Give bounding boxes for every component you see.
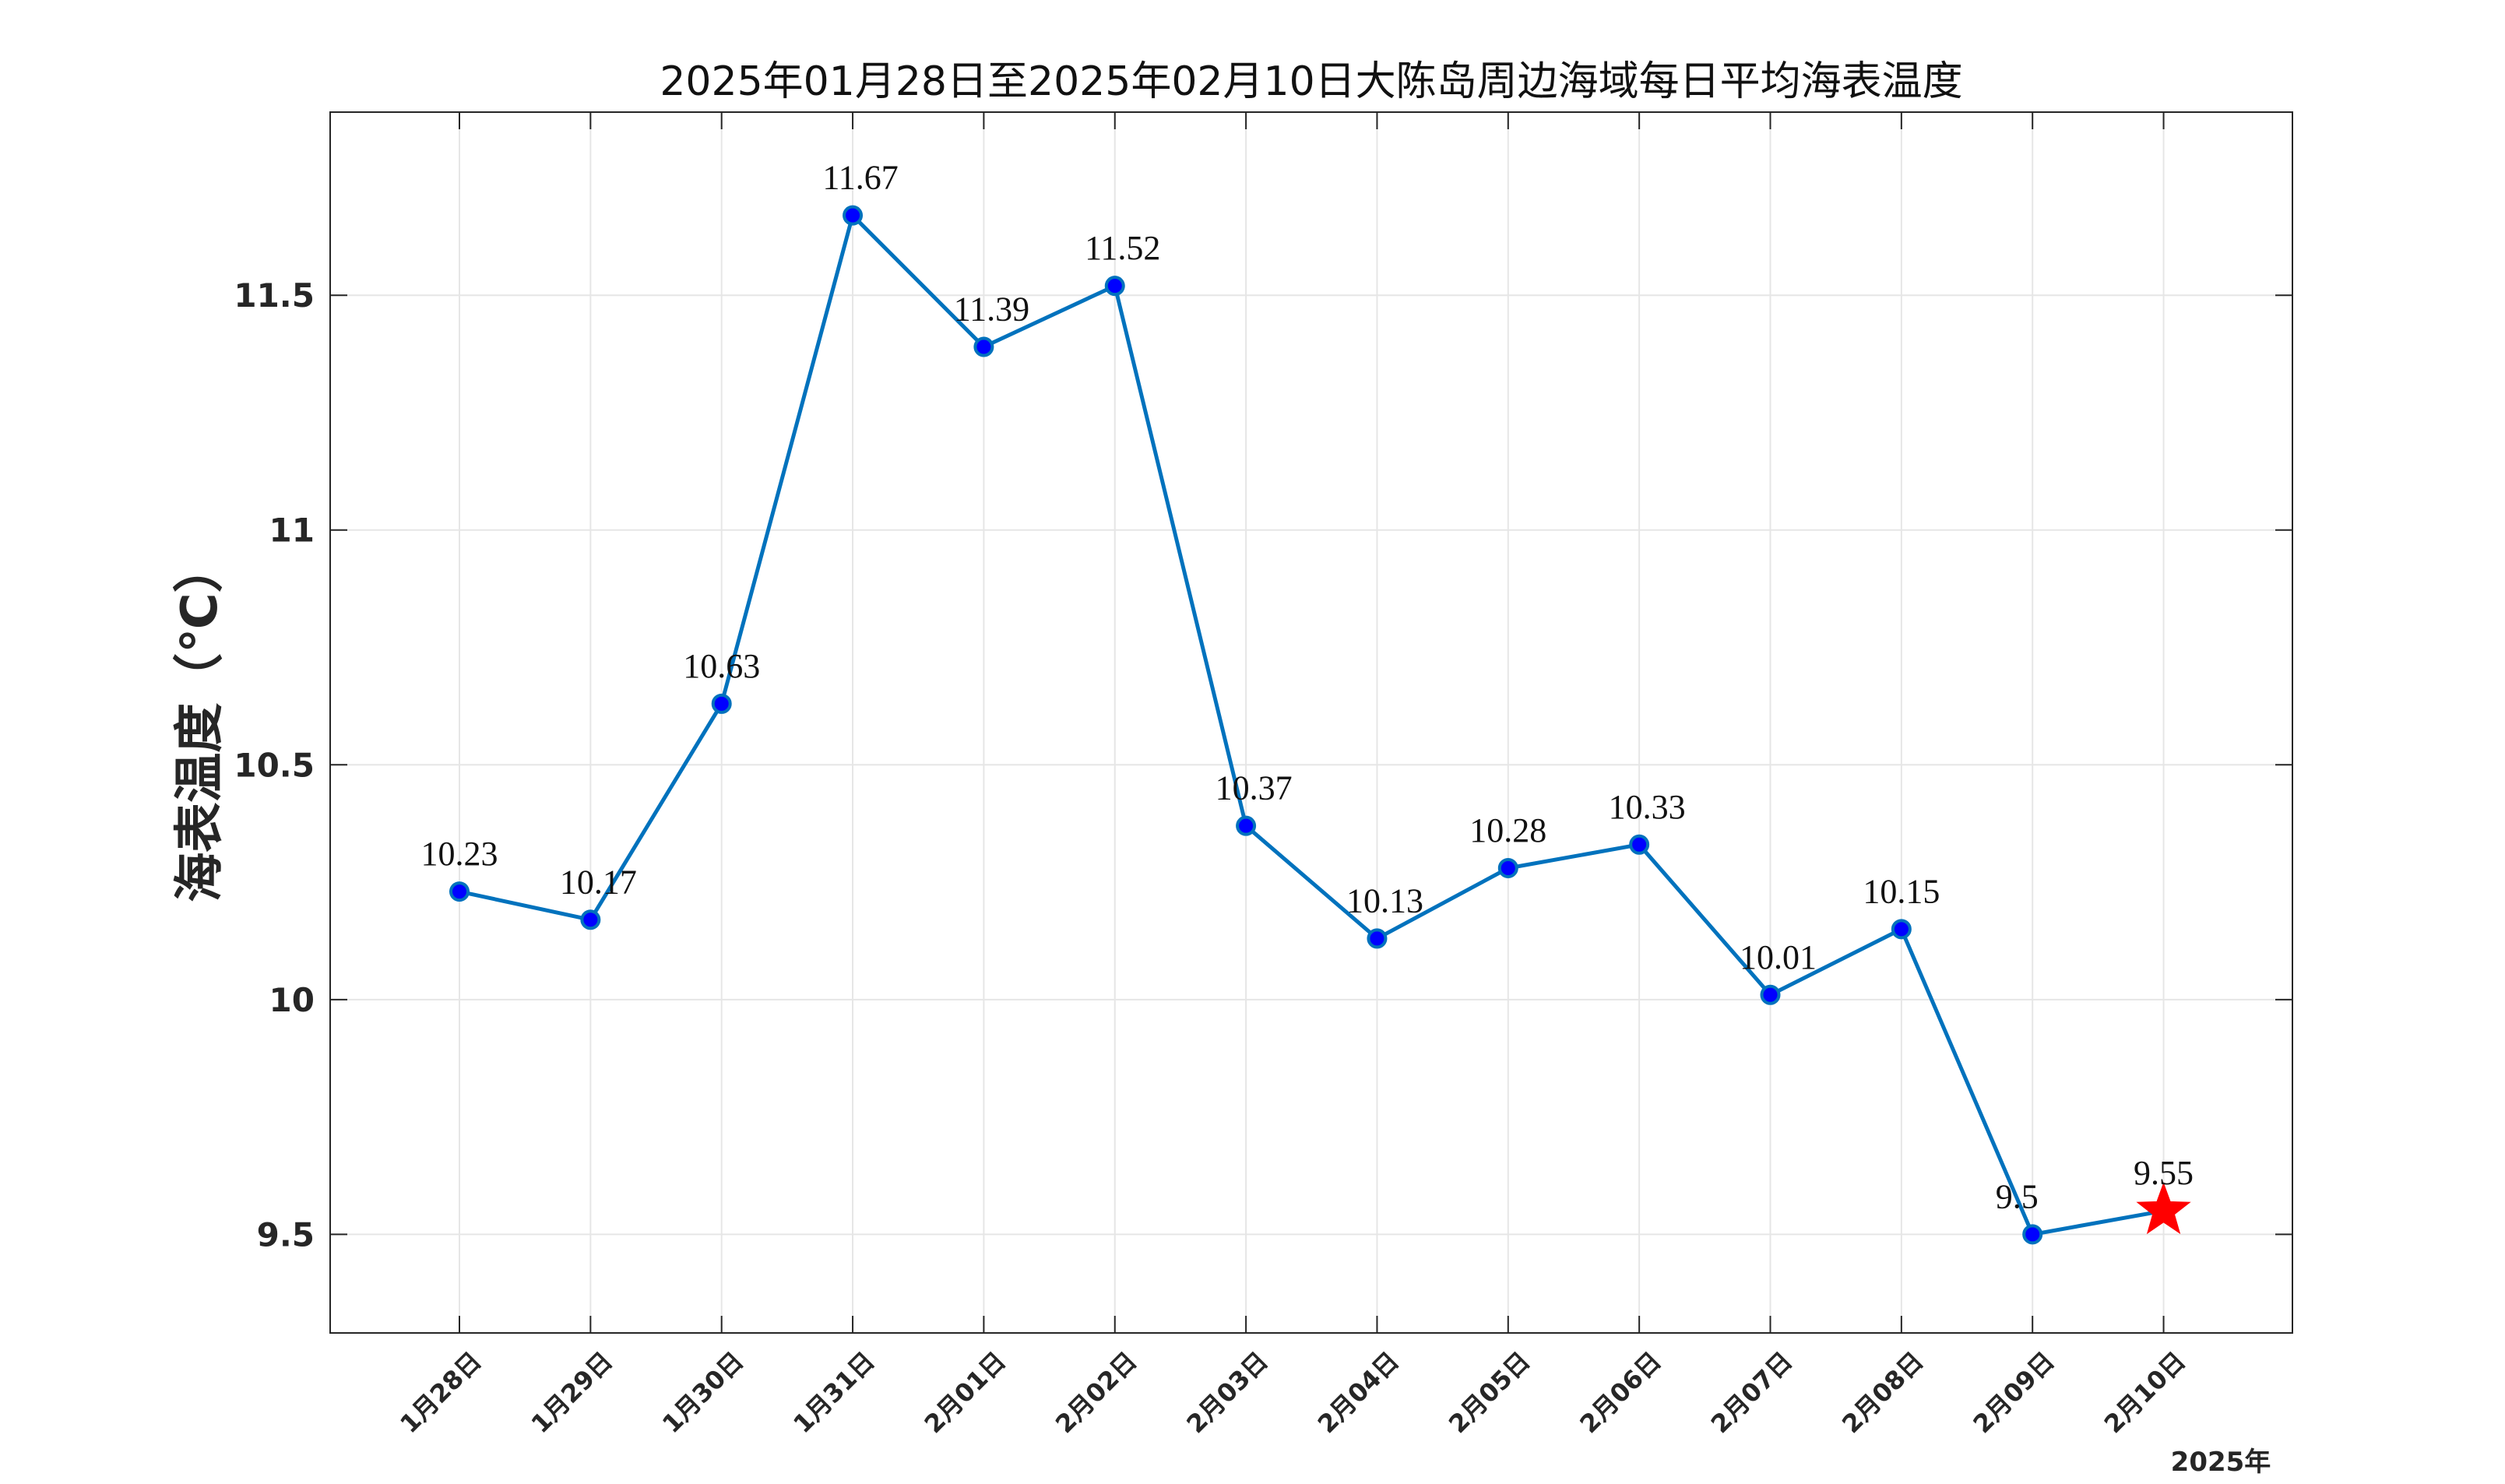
data-point [1104, 276, 1125, 297]
data-point [973, 336, 994, 357]
data-point [1891, 919, 1912, 940]
data-point-star [2136, 1182, 2191, 1235]
data-point [843, 205, 864, 226]
data-label: 10.13 [1346, 881, 1423, 920]
y-tick-label: 10.5 [234, 746, 315, 784]
data-label: 10.37 [1216, 769, 1293, 807]
y-tick-label: 11.5 [234, 276, 315, 315]
chart-title: 2025年01月28日至2025年02月10日大陈岛周边海域每日平均海表温度 [660, 58, 1962, 105]
data-point [1236, 815, 1257, 836]
data-point [580, 909, 601, 930]
y-tick-label: 11 [269, 512, 315, 550]
data-point [1367, 928, 1388, 949]
data-label: 11.67 [822, 159, 898, 197]
y-tick-label: 10 [269, 981, 315, 1019]
data-point [1760, 984, 1781, 1005]
data-label: 10.33 [1609, 788, 1686, 826]
plot-area [329, 111, 2293, 1334]
series-line [459, 213, 2164, 1236]
data-points [449, 205, 2191, 1245]
x-axis-year-label: 2025年 [2171, 1447, 2271, 1478]
data-label: 9.5 [1996, 1177, 2039, 1215]
data-point [449, 881, 470, 902]
data-point [1497, 857, 1518, 878]
grid-layer [330, 112, 2292, 1333]
data-label: 10.15 [1863, 872, 1940, 910]
data-label: 10.01 [1740, 938, 1817, 976]
data-point [711, 693, 732, 714]
data-label: 9.55 [2134, 1154, 2194, 1192]
data-label: 10.23 [421, 835, 498, 873]
data-label: 11.39 [954, 290, 1029, 329]
data-point [2022, 1224, 2043, 1245]
tick-layer [330, 112, 2292, 1333]
data-labels: 10.23 10.17 10.63 11.67 11.39 11.52 10.37 10.13… [421, 159, 2194, 1216]
y-tick-label: 9.5 [257, 1215, 315, 1254]
y-tick-labels: 9.5 10 10.5 11 11.5 [234, 276, 315, 1254]
data-point [1629, 834, 1650, 855]
data-label: 11.52 [1085, 229, 1160, 267]
data-label: 10.17 [560, 863, 637, 901]
y-axis-label: 海表温度（℃） [171, 543, 229, 902]
data-label: 10.63 [683, 647, 760, 685]
data-label: 10.28 [1469, 811, 1546, 849]
